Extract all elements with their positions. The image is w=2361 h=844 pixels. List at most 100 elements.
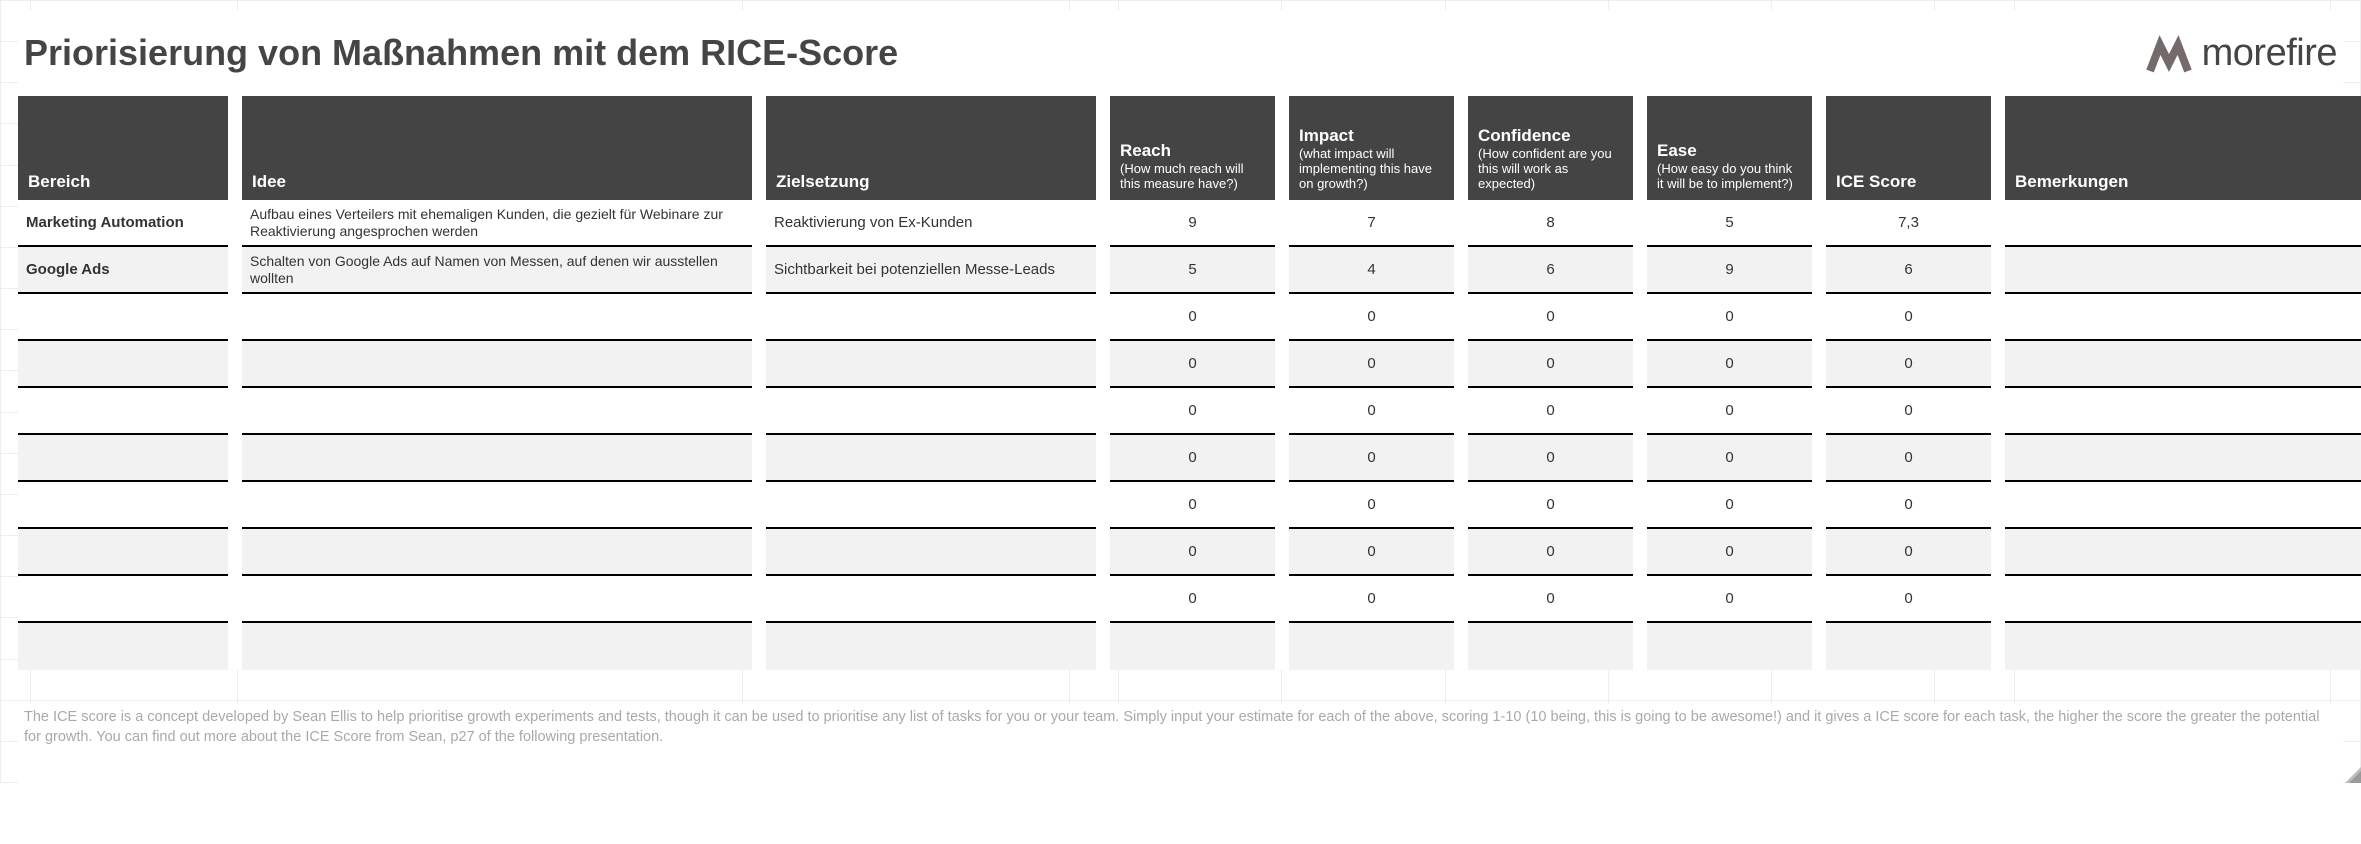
- cell-bereich[interactable]: [18, 388, 228, 435]
- cell-impact[interactable]: 0: [1289, 388, 1454, 435]
- cell-ease[interactable]: 5: [1647, 200, 1812, 247]
- cell-impact[interactable]: 7: [1289, 200, 1454, 247]
- brand-name: morefire: [2202, 32, 2337, 75]
- brand-logo: morefire: [2144, 31, 2337, 75]
- cell-idee[interactable]: Schalten von Google Ads auf Namen von Me…: [242, 247, 752, 294]
- cell-ziel[interactable]: Sichtbarkeit bei potenziellen Messe-Lead…: [766, 247, 1096, 294]
- cell-reach[interactable]: 0: [1110, 388, 1275, 435]
- cell-bemerkungen[interactable]: [2005, 247, 2361, 294]
- cell-score[interactable]: 0: [1826, 341, 1991, 388]
- cell-ease[interactable]: 9: [1647, 247, 1812, 294]
- title-row: Priorisierung von Maßnahmen mit dem RICE…: [18, 10, 2343, 96]
- cell-score[interactable]: 7,3: [1826, 200, 1991, 247]
- cell-confidence[interactable]: 0: [1468, 576, 1633, 623]
- cell-reach[interactable]: 5: [1110, 247, 1275, 294]
- cell-bemerkungen[interactable]: [2005, 341, 2361, 388]
- cell-score[interactable]: 0: [1826, 576, 1991, 623]
- header-ease: Ease (How easy do you think it will be t…: [1647, 96, 1812, 200]
- cell-confidence[interactable]: 0: [1468, 482, 1633, 529]
- header-label: Confidence: [1478, 126, 1623, 146]
- cell-ziel[interactable]: [766, 482, 1096, 529]
- cell-bemerkungen[interactable]: [2005, 388, 2361, 435]
- cell-ziel[interactable]: [766, 576, 1096, 623]
- cell-confidence[interactable]: [1468, 623, 1633, 670]
- cell-confidence[interactable]: 6: [1468, 247, 1633, 294]
- cell-impact[interactable]: 0: [1289, 482, 1454, 529]
- cell-reach[interactable]: [1110, 623, 1275, 670]
- cell-idee[interactable]: Aufbau eines Verteilers mit ehemaligen K…: [242, 200, 752, 247]
- cell-ease[interactable]: 0: [1647, 388, 1812, 435]
- cell-confidence[interactable]: 0: [1468, 529, 1633, 576]
- cell-idee[interactable]: [242, 623, 752, 670]
- cell-bemerkungen[interactable]: [2005, 482, 2361, 529]
- cell-impact[interactable]: 0: [1289, 435, 1454, 482]
- cell-idee[interactable]: [242, 482, 752, 529]
- cell-ziel[interactable]: [766, 623, 1096, 670]
- cell-bemerkungen[interactable]: [2005, 435, 2361, 482]
- cell-ease[interactable]: 0: [1647, 341, 1812, 388]
- cell-bereich[interactable]: [18, 576, 228, 623]
- cell-ease[interactable]: 0: [1647, 482, 1812, 529]
- cell-bemerkungen[interactable]: [2005, 294, 2361, 341]
- cell-ziel[interactable]: [766, 294, 1096, 341]
- cell-impact[interactable]: 0: [1289, 576, 1454, 623]
- cell-reach[interactable]: 0: [1110, 576, 1275, 623]
- cell-bemerkungen[interactable]: [2005, 623, 2361, 670]
- cell-ziel[interactable]: [766, 435, 1096, 482]
- header-score: ICE Score: [1826, 96, 1991, 200]
- cell-ease[interactable]: 0: [1647, 435, 1812, 482]
- cell-bereich[interactable]: [18, 529, 228, 576]
- cell-confidence[interactable]: 8: [1468, 200, 1633, 247]
- cell-impact[interactable]: 4: [1289, 247, 1454, 294]
- cell-idee[interactable]: [242, 576, 752, 623]
- cell-reach[interactable]: 0: [1110, 341, 1275, 388]
- cell-ziel[interactable]: [766, 388, 1096, 435]
- cell-score[interactable]: 0: [1826, 294, 1991, 341]
- cell-bereich[interactable]: Google Ads: [18, 247, 228, 294]
- cell-ease[interactable]: 0: [1647, 576, 1812, 623]
- cell-score[interactable]: 6: [1826, 247, 1991, 294]
- cell-impact[interactable]: 0: [1289, 341, 1454, 388]
- cell-bemerkungen[interactable]: [2005, 529, 2361, 576]
- cell-bemerkungen[interactable]: [2005, 576, 2361, 623]
- cell-bemerkungen[interactable]: [2005, 200, 2361, 247]
- cell-score[interactable]: 0: [1826, 482, 1991, 529]
- cell-ziel[interactable]: [766, 529, 1096, 576]
- cell-confidence[interactable]: 0: [1468, 294, 1633, 341]
- header-idee: Idee: [242, 96, 752, 200]
- cell-score[interactable]: 0: [1826, 388, 1991, 435]
- cell-impact[interactable]: 0: [1289, 529, 1454, 576]
- cell-reach[interactable]: 0: [1110, 529, 1275, 576]
- cell-bereich[interactable]: [18, 435, 228, 482]
- cell-bereich[interactable]: [18, 482, 228, 529]
- cell-score[interactable]: 0: [1826, 529, 1991, 576]
- cell-idee[interactable]: [242, 435, 752, 482]
- header-label: Ease: [1657, 141, 1802, 161]
- cell-impact[interactable]: [1289, 623, 1454, 670]
- cell-idee[interactable]: [242, 529, 752, 576]
- cell-ziel[interactable]: [766, 341, 1096, 388]
- cell-bereich[interactable]: [18, 341, 228, 388]
- cell-reach[interactable]: 0: [1110, 435, 1275, 482]
- cell-idee[interactable]: [242, 341, 752, 388]
- cell-confidence[interactable]: 0: [1468, 388, 1633, 435]
- cell-idee[interactable]: [242, 388, 752, 435]
- cell-confidence[interactable]: 0: [1468, 435, 1633, 482]
- cell-impact[interactable]: 0: [1289, 294, 1454, 341]
- cell-ease[interactable]: 0: [1647, 529, 1812, 576]
- cell-idee[interactable]: [242, 294, 752, 341]
- cell-confidence[interactable]: 0: [1468, 341, 1633, 388]
- cell-reach[interactable]: 0: [1110, 294, 1275, 341]
- cell-ease[interactable]: [1647, 623, 1812, 670]
- cell-ziel[interactable]: Reaktivierung von Ex-Kunden: [766, 200, 1096, 247]
- cell-reach[interactable]: 0: [1110, 482, 1275, 529]
- cell-reach[interactable]: 9: [1110, 200, 1275, 247]
- cell-score[interactable]: [1826, 623, 1991, 670]
- cell-bereich[interactable]: [18, 294, 228, 341]
- cell-bereich[interactable]: Marketing Automation: [18, 200, 228, 247]
- cell-ease[interactable]: 0: [1647, 294, 1812, 341]
- cell-bereich[interactable]: [18, 623, 228, 670]
- header-sub: (How easy do you think it will be to imp…: [1657, 162, 1802, 192]
- header-ziel: Zielsetzung: [766, 96, 1096, 200]
- cell-score[interactable]: 0: [1826, 435, 1991, 482]
